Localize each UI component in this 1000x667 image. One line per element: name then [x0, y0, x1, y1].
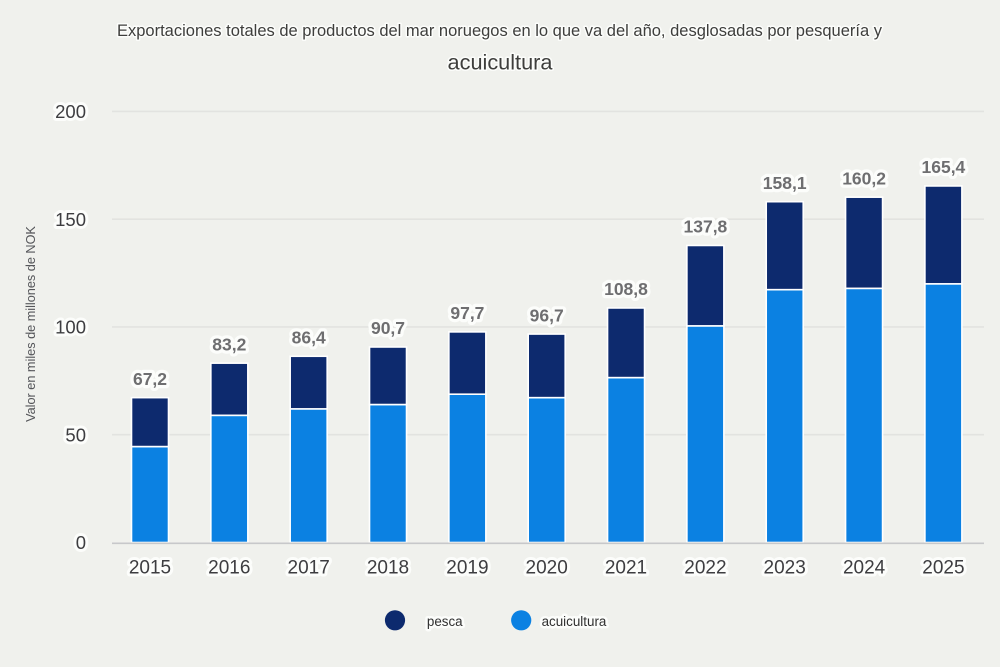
svg-text:Valor en miles de millones de: Valor en miles de millones de NOK [24, 226, 38, 422]
svg-text:0: 0 [76, 532, 86, 553]
svg-text:90,7: 90,7 [371, 318, 405, 338]
svg-text:2024: 2024 [843, 558, 886, 579]
svg-text:2019: 2019 [446, 558, 488, 579]
svg-text:2018: 2018 [367, 558, 409, 579]
svg-text:Exportaciones totales de produ: Exportaciones totales de productos del m… [117, 22, 883, 40]
svg-text:137,8: 137,8 [684, 217, 728, 237]
svg-text:96,7: 96,7 [530, 305, 564, 325]
svg-text:83,2: 83,2 [212, 334, 246, 354]
svg-text:2015: 2015 [129, 558, 171, 579]
svg-text:acuicultura: acuicultura [448, 50, 554, 75]
svg-text:200: 200 [55, 101, 86, 122]
svg-text:160,2: 160,2 [842, 168, 886, 188]
svg-text:2023: 2023 [764, 558, 806, 579]
svg-text:165,4: 165,4 [922, 157, 966, 177]
svg-text:2017: 2017 [288, 558, 330, 579]
svg-text:2022: 2022 [684, 558, 726, 579]
svg-text:pesca: pesca [427, 614, 463, 629]
svg-text:2020: 2020 [526, 558, 568, 579]
svg-text:97,7: 97,7 [450, 303, 484, 323]
svg-text:150: 150 [55, 209, 86, 230]
svg-text:86,4: 86,4 [292, 328, 326, 348]
svg-text:2016: 2016 [208, 558, 250, 579]
svg-text:2025: 2025 [922, 558, 964, 579]
svg-text:108,8: 108,8 [604, 279, 648, 299]
svg-text:acuicultura: acuicultura [542, 614, 607, 629]
svg-text:158,1: 158,1 [763, 173, 807, 193]
svg-text:100: 100 [55, 317, 86, 338]
svg-text:2021: 2021 [605, 558, 647, 579]
svg-text:50: 50 [65, 424, 86, 445]
svg-text:67,2: 67,2 [133, 369, 167, 389]
